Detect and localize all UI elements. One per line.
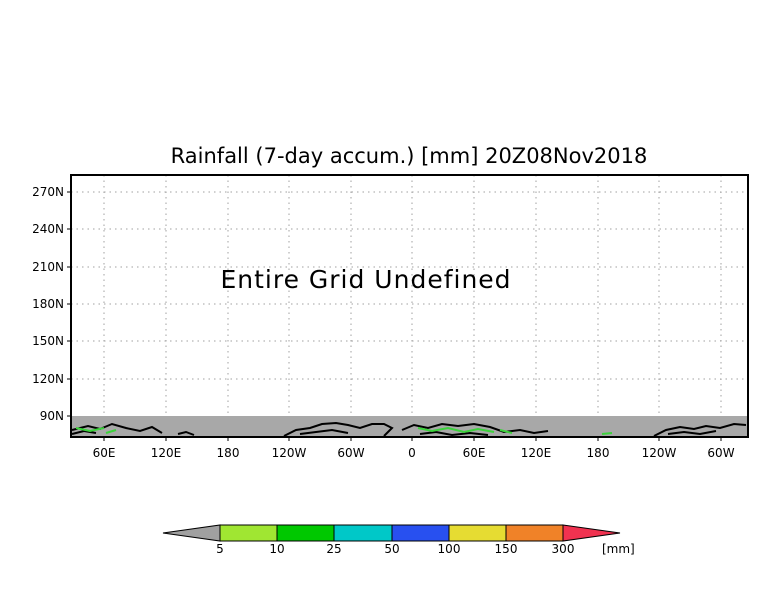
colorbar-bin	[448, 524, 507, 542]
colorbar-label: 300	[552, 542, 575, 556]
y-tick-label: 270N	[32, 185, 64, 199]
colorbar-bin	[505, 524, 564, 542]
colorbar-label: 50	[384, 542, 399, 556]
x-tick-label: 60W	[707, 446, 734, 460]
colorbar-bin	[333, 524, 393, 542]
colorbar-bin	[391, 524, 450, 542]
colorbar-label: 25	[326, 542, 341, 556]
x-tick-label: 60W	[337, 446, 364, 460]
x-tick-label: 0	[408, 446, 416, 460]
y-tick-label: 150N	[32, 334, 64, 348]
colorbar-above-triangle	[562, 524, 621, 542]
x-tick-label: 120W	[642, 446, 677, 460]
colorbar-label: 150	[495, 542, 518, 556]
y-tick-label: 240N	[32, 222, 64, 236]
colorbar-below-triangle	[162, 524, 221, 542]
x-tick-label: 60E	[93, 446, 116, 460]
x-tick-label: 120E	[151, 446, 182, 460]
colorbar-unit: [mm]	[602, 542, 635, 556]
map-title: Rainfall (7-day accum.) [mm] 20Z08Nov201…	[171, 144, 648, 168]
x-tick-label: 60E	[463, 446, 486, 460]
y-axis: 270N 240N 210N 180N 150N 120N 90N	[32, 185, 71, 423]
y-tick-label: 90N	[40, 409, 64, 423]
plot-area	[71, 175, 748, 437]
colorbar-label: 10	[269, 542, 284, 556]
y-tick-label: 210N	[32, 260, 64, 274]
x-tick-label: 180	[587, 446, 610, 460]
x-tick-label: 180	[217, 446, 240, 460]
colorbar-bin	[276, 524, 335, 542]
coastlines	[71, 421, 747, 437]
x-tick-label: 120E	[521, 446, 552, 460]
plot-border	[70, 174, 749, 438]
y-tick-label: 120N	[32, 372, 64, 386]
colorbar-label: 5	[216, 542, 224, 556]
colorbar-legend: 5 10 25 50 100 150 300	[162, 524, 621, 556]
x-tick-label: 120W	[272, 446, 307, 460]
rainfall-patches	[75, 426, 613, 435]
colorbar-bin	[219, 524, 278, 542]
y-tick-label: 180N	[32, 297, 64, 311]
undefined-grid-message: Entire Grid Undefined	[220, 265, 511, 294]
x-axis: 60E 120E 180 120W 60W 0 60E 120E 180 120W 60W	[93, 437, 735, 460]
colorbar-label: 100	[438, 542, 461, 556]
